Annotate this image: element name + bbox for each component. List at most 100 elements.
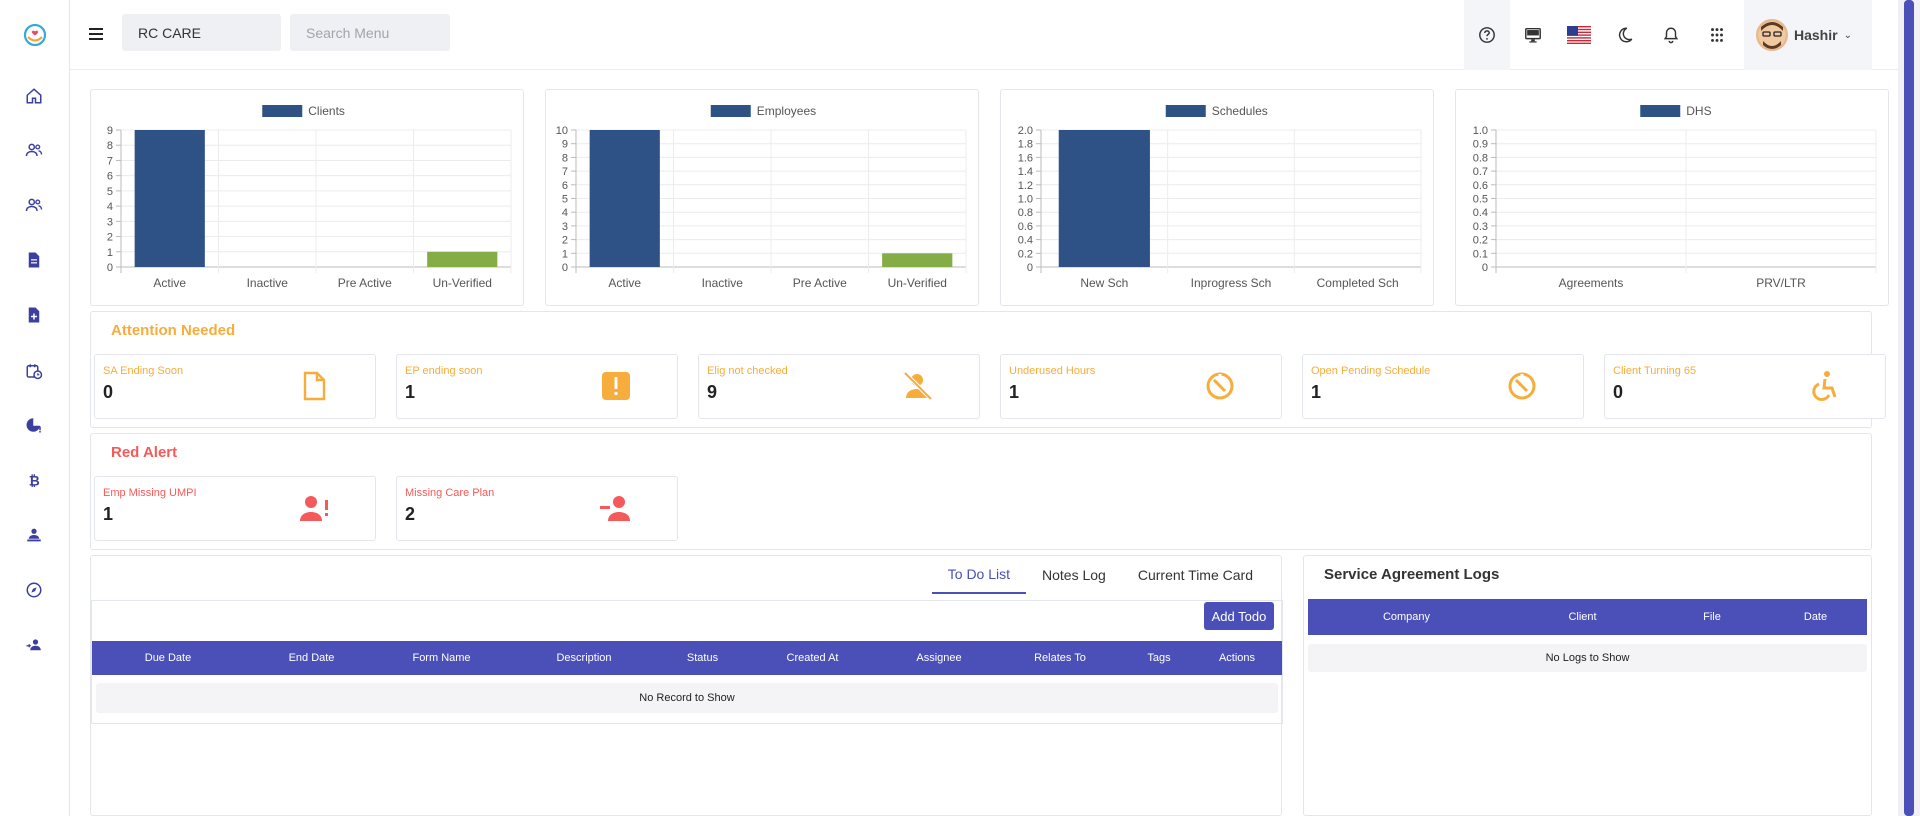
x-tick-label: Pre Active	[338, 276, 392, 290]
y-tick-label: 0.7	[1473, 166, 1488, 178]
legend-label: Schedules	[1212, 104, 1268, 118]
x-tick-label: Active	[153, 276, 186, 290]
y-tick-label: 1.0	[1473, 125, 1488, 137]
y-tick-label: 0.8	[1018, 207, 1033, 219]
clock-icon	[1203, 369, 1237, 403]
underused-hours-card[interactable]: Underused Hours 1	[1000, 354, 1282, 419]
bar	[1058, 130, 1150, 267]
red-alert-title: Red Alert	[111, 444, 178, 461]
clients-icon[interactable]	[23, 139, 45, 161]
clients-chart-card: Clients 0 1 2 3 4 5 6 7 8 9 Active Inactive Pre Activ…	[90, 89, 524, 306]
y-tick-label: 5	[107, 186, 113, 198]
todo-table-container: Add Todo Due Date End Date Form Name Des…	[91, 600, 1283, 724]
pie-alert-icon[interactable]	[23, 414, 45, 436]
column-header[interactable]: Client	[1568, 611, 1597, 623]
legend-swatch	[710, 105, 751, 117]
x-tick-label: Completed Sch	[1317, 276, 1399, 290]
missing-care-plan-card[interactable]: Missing Care Plan 2	[396, 476, 678, 541]
todo-empty-row: No Record to Show	[96, 683, 1278, 713]
y-tick-label: 1.8	[1018, 139, 1033, 151]
column-header[interactable]: Company	[1382, 611, 1431, 623]
y-tick-label: 0.2	[1473, 235, 1488, 247]
tab-current-time-card[interactable]: Current Time Card	[1137, 567, 1253, 583]
y-tick-label: 0.8	[1473, 152, 1488, 164]
column-header[interactable]: End Date	[288, 652, 335, 664]
notification-bell-icon[interactable]	[1648, 0, 1694, 70]
elig-not-checked-card[interactable]: Elig not checked 9	[698, 354, 980, 419]
column-header[interactable]: Assignee	[916, 652, 962, 664]
x-tick-label: Inactive	[247, 276, 289, 290]
document-icon[interactable]	[23, 249, 45, 271]
y-tick-label: 0.5	[1473, 194, 1488, 206]
app-logo[interactable]	[23, 23, 47, 47]
home-icon[interactable]	[23, 85, 45, 107]
y-tick-label: 6	[562, 180, 568, 192]
column-header[interactable]: Status	[686, 652, 719, 664]
tab-notes-log[interactable]: Notes Log	[1042, 567, 1106, 583]
help-icon[interactable]	[1464, 0, 1510, 70]
y-tick-label: 6	[107, 171, 113, 183]
exclamation-icon	[599, 369, 633, 403]
x-tick-label: Un-Verified	[433, 276, 492, 290]
y-tick-label: 4	[562, 207, 568, 219]
stat-value: 0	[1613, 382, 1624, 402]
user-menu[interactable]: Hashir ⌄	[1744, 0, 1872, 70]
us-flag-icon[interactable]	[1556, 0, 1602, 70]
employees-icon[interactable]	[23, 194, 45, 216]
person-desk-icon[interactable]	[23, 524, 45, 546]
logs-title: Service Agreement Logs	[1324, 566, 1500, 583]
stat-value: 9	[707, 382, 718, 402]
tab-to-do-list[interactable]: To Do List	[931, 556, 1027, 594]
schedules-chart-card: Schedules 0 0.2 0.4 0.6 0.8 1.0 1.2 1.4 1.6 1.8 2.0…	[1000, 89, 1434, 306]
column-header[interactable]: Description	[556, 652, 612, 664]
column-header[interactable]: Tags	[1147, 652, 1171, 664]
open-pending-schedule-card[interactable]: Open Pending Schedule 1	[1302, 354, 1584, 419]
stat-label: Client Turning 65	[1613, 365, 1697, 377]
y-tick-label: 0.9	[1473, 139, 1488, 151]
attention-needed-panel: Attention Needed SA Ending Soon 0 EP end…	[90, 311, 1886, 428]
column-header[interactable]: Due Date	[144, 652, 192, 664]
bitcoin-icon[interactable]: ₿	[23, 469, 45, 491]
column-header[interactable]: Date	[1803, 611, 1828, 623]
user-arrow-icon[interactable]	[23, 634, 45, 656]
todo-panel: To Do List Notes Log Current Time Card A…	[90, 555, 1283, 816]
company-field[interactable]	[122, 14, 281, 51]
column-header[interactable]: Relates To	[1034, 652, 1086, 664]
client-turning-65-card[interactable]: Client Turning 65 0	[1604, 354, 1886, 419]
legend-swatch	[1165, 105, 1206, 117]
calendar-clock-icon[interactable]	[23, 360, 45, 382]
column-header[interactable]: Form Name	[412, 652, 471, 664]
stat-label: Open Pending Schedule	[1311, 365, 1431, 377]
column-header[interactable]: Actions	[1218, 652, 1256, 664]
bar	[427, 251, 498, 267]
search-menu-input[interactable]	[290, 14, 450, 51]
page-scrollbar[interactable]	[1898, 0, 1920, 816]
x-tick-label: Pre Active	[793, 276, 847, 290]
bar	[589, 130, 660, 267]
y-tick-label: 0	[562, 262, 568, 274]
x-tick-label: Active	[608, 276, 641, 290]
y-tick-label: 2	[107, 232, 113, 244]
y-tick-label: 4	[107, 201, 113, 213]
legend-label: DHS	[1686, 104, 1711, 118]
compass-icon[interactable]	[23, 579, 45, 601]
user-name: Hashir	[1794, 27, 1838, 43]
wheelchair-icon	[1807, 369, 1841, 403]
stat-label: SA Ending Soon	[103, 365, 184, 377]
add-document-icon[interactable]	[23, 304, 45, 326]
ep-ending-soon-card[interactable]: EP ending soon 1	[396, 354, 678, 419]
menu-toggle-icon[interactable]	[88, 25, 106, 43]
x-tick-label: PRV/LTR	[1756, 276, 1806, 290]
column-header[interactable]: Created At	[786, 652, 839, 664]
apps-grid-icon[interactable]	[1694, 0, 1740, 70]
column-header[interactable]: File	[1703, 611, 1721, 623]
logs-empty-row: No Logs to Show	[1308, 644, 1867, 672]
y-tick-label: 0	[1027, 262, 1033, 274]
monitor-icon[interactable]	[1510, 0, 1556, 70]
emp-missing-umpi-card[interactable]: Emp Missing UMPI 1	[94, 476, 376, 541]
y-tick-label: 1.0	[1018, 194, 1033, 206]
sa-ending-soon-card[interactable]: SA Ending Soon 0	[94, 354, 376, 419]
y-tick-label: 2.0	[1018, 125, 1033, 137]
dark-mode-icon[interactable]	[1602, 0, 1648, 70]
add-todo-button[interactable]: Add Todo	[1204, 602, 1274, 630]
